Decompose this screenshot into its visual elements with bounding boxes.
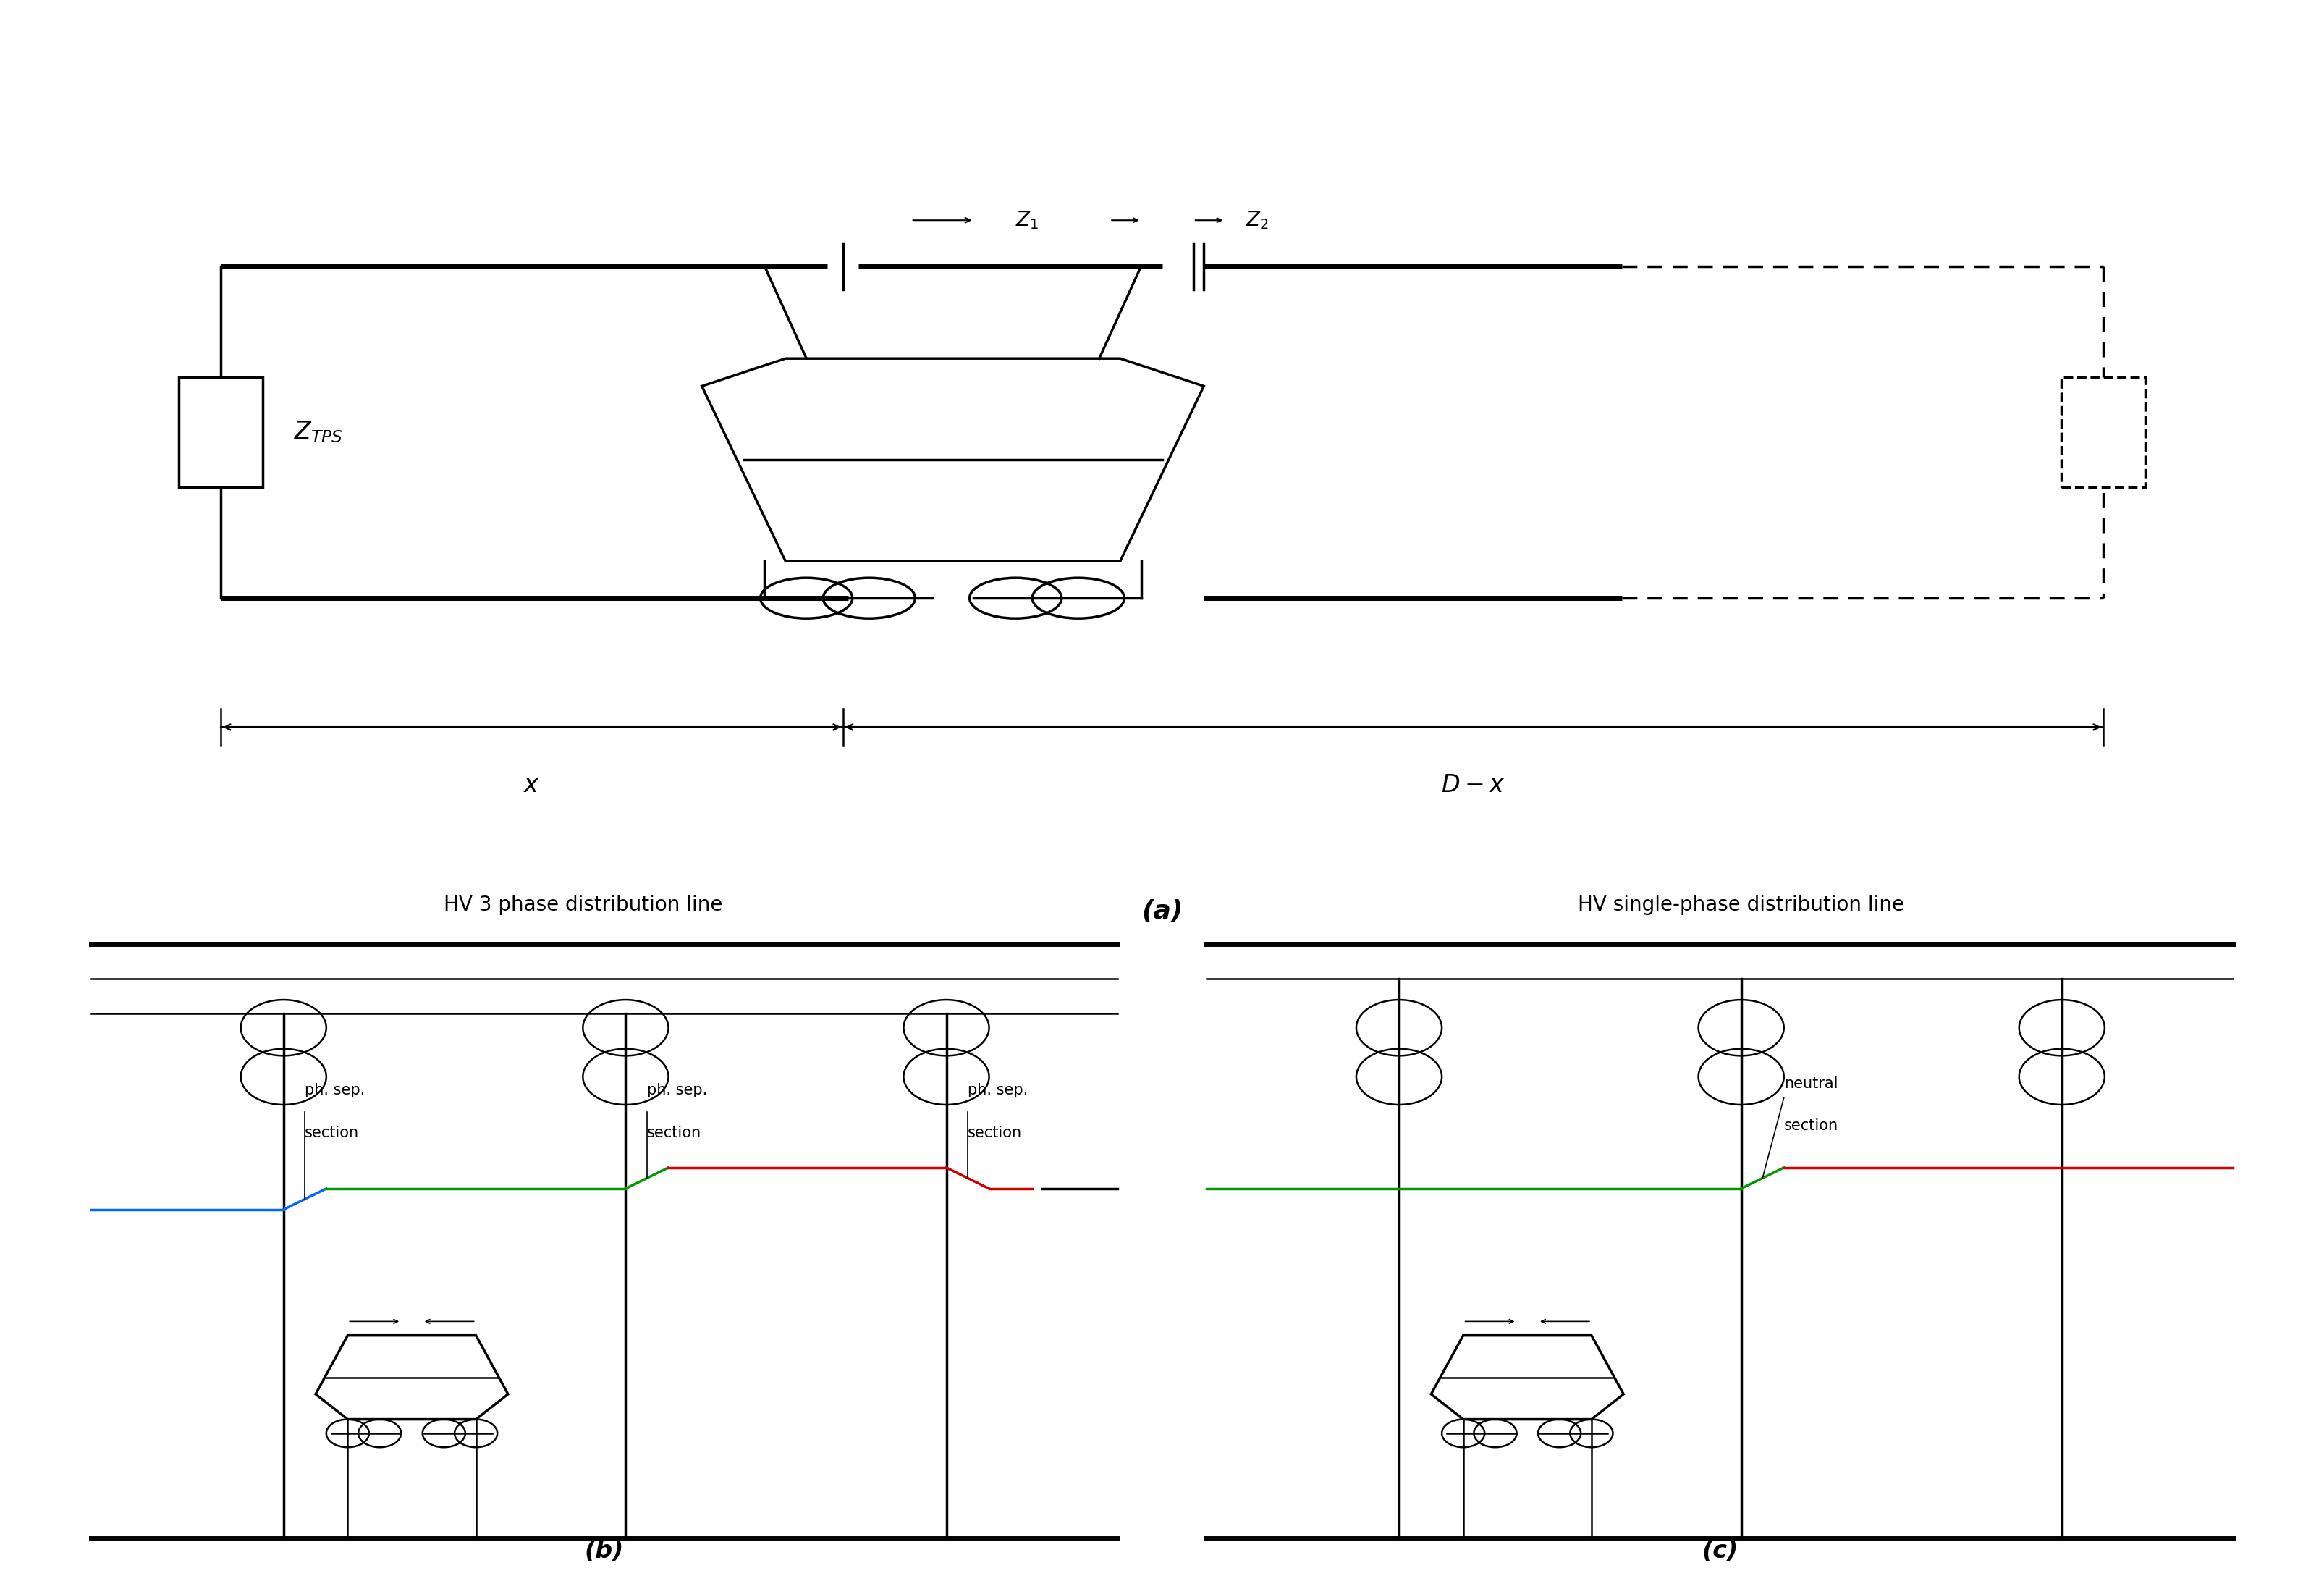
Polygon shape	[1432, 1335, 1624, 1419]
Text: ph. sep.: ph. sep.	[967, 1084, 1027, 1098]
Text: $D - x$: $D - x$	[1441, 774, 1506, 798]
Polygon shape	[702, 359, 1204, 561]
Polygon shape	[316, 1335, 509, 1419]
Text: $Z_1$: $Z_1$	[1016, 210, 1039, 230]
Text: (a): (a)	[1141, 899, 1183, 923]
Text: ph. sep.: ph. sep.	[304, 1084, 365, 1098]
Bar	[179, 377, 263, 488]
Text: $Z_{TPS}$: $Z_{TPS}$	[295, 419, 344, 445]
Text: ph. sep.: ph. sep.	[646, 1084, 706, 1098]
Bar	[2061, 377, 2145, 488]
Text: HV 3 phase distribution line: HV 3 phase distribution line	[444, 895, 723, 915]
Text: section: section	[646, 1125, 702, 1141]
Text: HV single-phase distribution line: HV single-phase distribution line	[1578, 895, 1903, 915]
Text: $x$: $x$	[523, 774, 539, 798]
Text: section: section	[1785, 1119, 1838, 1133]
Text: (c): (c)	[1701, 1538, 1738, 1562]
Text: section: section	[967, 1125, 1023, 1141]
Text: neutral: neutral	[1785, 1076, 1838, 1090]
Text: $Z_2$: $Z_2$	[1246, 210, 1269, 230]
Text: section: section	[304, 1125, 360, 1141]
Text: (b): (b)	[586, 1538, 623, 1562]
